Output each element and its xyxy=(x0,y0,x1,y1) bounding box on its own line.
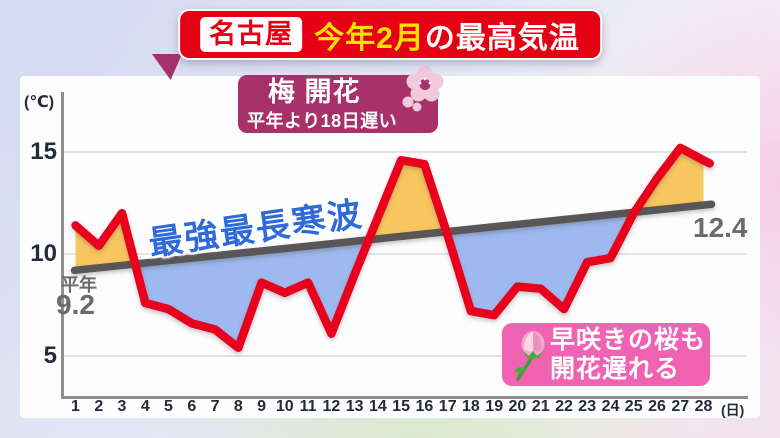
x-tick-label: 11 xyxy=(299,398,317,415)
cherry-bud-icon xyxy=(514,331,545,381)
x-tick-label: 8 xyxy=(233,398,243,415)
x-tick-label: 12 xyxy=(322,398,341,415)
y-tick-label: 5 xyxy=(43,342,57,369)
title-bar: 名古屋 今年2月 の最高気温 xyxy=(178,9,602,60)
sakura-delay-callout: 早咲きの桜も 開花遅れる xyxy=(502,323,710,386)
x-tick-label: 25 xyxy=(624,398,643,415)
x-axis-unit: (日) xyxy=(721,402,745,418)
normal-line-label: 平年 xyxy=(61,275,97,295)
x-tick-label: 6 xyxy=(187,398,197,415)
normal-start-value: 9.2 xyxy=(56,289,95,320)
x-tick-label: 1 xyxy=(71,398,80,415)
x-tick-label: 13 xyxy=(345,398,364,415)
plum-bloom-callout: 梅 開花 平年より18日遅い xyxy=(238,66,444,133)
y-tick-label: 15 xyxy=(30,138,57,165)
x-tick-label: 24 xyxy=(601,398,620,415)
x-tick-label: 9 xyxy=(257,398,267,415)
x-tick-label: 14 xyxy=(368,398,387,415)
normal-end-value: 12.4 xyxy=(693,212,748,243)
x-tick-label: 17 xyxy=(438,398,457,415)
sakura-line1: 早咲きの桜も xyxy=(550,326,707,354)
title-highlight: 今年2月 xyxy=(314,21,425,55)
y-tick-label: 10 xyxy=(30,240,57,267)
x-tick-label: 7 xyxy=(210,398,220,415)
y-axis-unit: (℃) xyxy=(24,94,55,111)
plum-bloom-subtitle: 平年より18日遅い xyxy=(247,111,398,132)
x-tick-label: 4 xyxy=(140,398,150,415)
x-tick-label: 28 xyxy=(694,398,713,415)
x-tick-label: 21 xyxy=(531,398,550,415)
x-tick-label: 26 xyxy=(648,398,666,415)
x-tick-label: 22 xyxy=(555,398,573,415)
x-tick-label: 16 xyxy=(415,398,434,415)
x-tick-label: 19 xyxy=(485,398,504,415)
x-tick-label: 20 xyxy=(508,398,527,415)
location-badge: 名古屋 xyxy=(200,17,303,52)
x-tick-label: 2 xyxy=(94,398,104,415)
plum-bloom-title: 梅 開花 xyxy=(268,77,361,107)
x-tick-label: 27 xyxy=(671,398,690,415)
x-tick-label: 3 xyxy=(117,398,127,415)
plum-blossom-icon xyxy=(402,66,444,112)
sakura-line2: 開花遅れる xyxy=(550,355,681,383)
x-tick-label: 15 xyxy=(392,398,410,415)
x-tick-label: 18 xyxy=(461,398,480,415)
title-rest: の最高気温 xyxy=(424,21,580,55)
x-tick-label: 10 xyxy=(275,398,294,415)
x-tick-label: 23 xyxy=(578,398,597,415)
x-tick-label: 5 xyxy=(164,398,173,415)
